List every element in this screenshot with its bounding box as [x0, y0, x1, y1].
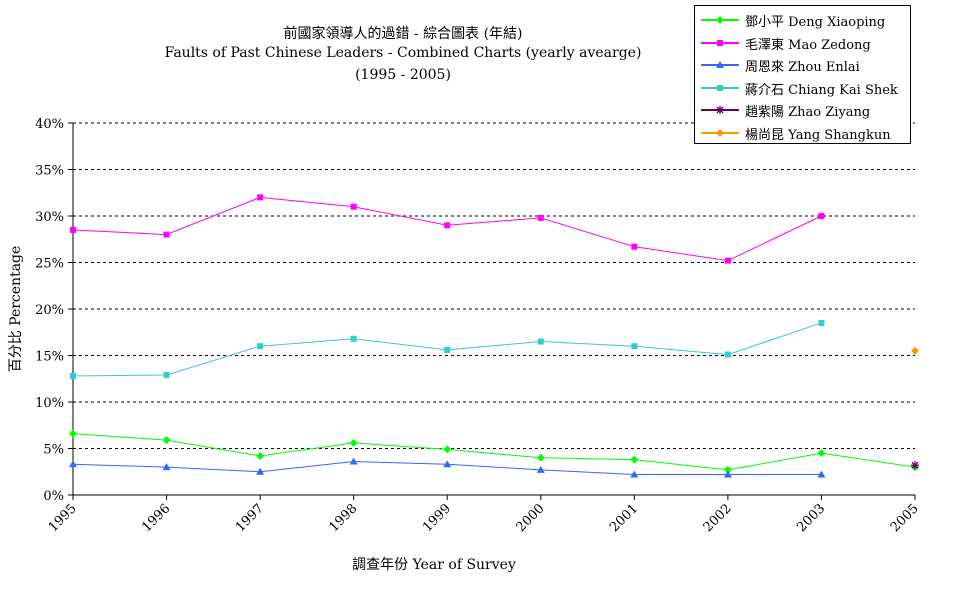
series-3-point — [257, 343, 264, 350]
legend-item: 毛澤東 Mao Zedong — [695, 32, 910, 54]
y-tick-label: 35% — [35, 164, 64, 179]
series-3-point — [163, 372, 170, 379]
series-3-point — [350, 335, 357, 342]
series-0-point — [69, 429, 77, 438]
x-axis-label: 調查年份 Year of Survey — [352, 557, 516, 573]
series-1-point — [350, 203, 357, 210]
series-1-point — [70, 226, 76, 233]
series-2-point — [162, 463, 171, 471]
series-3-point — [444, 346, 451, 353]
series-3-point — [70, 372, 76, 379]
legend-marker-shape — [716, 61, 724, 68]
y-tick-label: 25% — [35, 257, 64, 272]
legend: 鄧小平 Deng Xiaoping 毛澤東 Mao Zedong 周恩來 Zhou … — [694, 5, 911, 144]
legend-item: 蔣介石 Chiang Kai Shek — [695, 77, 910, 99]
legend-label: 蔣介石 Chiang Kai Shek — [745, 82, 898, 98]
series-0-line — [72, 433, 916, 471]
y-tick-label: 0% — [43, 489, 64, 504]
x-tick-label: 2000 — [514, 501, 548, 535]
x-tick-label: 2005 — [888, 501, 922, 535]
legend-marker-shape — [717, 39, 723, 46]
series-2-point — [349, 457, 358, 465]
y-tick-label: 15% — [35, 350, 64, 365]
series-1-point — [537, 214, 544, 221]
series-0-point — [443, 445, 452, 454]
legend-item: 鄧小平 Deng Xiaoping — [695, 9, 910, 31]
series-1-line — [72, 196, 822, 262]
x-tick-label: 1996 — [139, 501, 173, 535]
x-tick-label: 2001 — [607, 501, 641, 535]
series-3-point — [631, 343, 638, 350]
series-1-point — [163, 231, 170, 238]
legend-marker — [716, 16, 724, 24]
series-0-point — [162, 436, 171, 445]
legend-marker — [716, 128, 724, 137]
series-2-point — [817, 470, 826, 478]
series-0-point — [256, 451, 265, 460]
series-0-point — [817, 449, 826, 458]
series-3-point — [724, 351, 731, 358]
x-tick-label: 1995 — [46, 501, 80, 535]
legend-marker — [716, 106, 724, 114]
series-1-point — [818, 213, 825, 219]
y-tick-label: 5% — [43, 443, 64, 458]
chart-title: 前國家領導人的過錯 - 綜合圖表 (年結) — [283, 26, 523, 42]
x-tick-label: 1997 — [233, 501, 267, 535]
legend-label: 趙紫陽 Zhao Ziyang — [745, 105, 871, 120]
legend-marker-shape — [716, 128, 724, 137]
x-tick-label: 1999 — [420, 501, 454, 535]
legend-marker-shape — [716, 106, 724, 114]
series-3-point — [537, 338, 544, 345]
y-tick-label: 30% — [35, 210, 64, 225]
x-tick-label: 2003 — [794, 501, 828, 535]
series-1-point — [724, 257, 731, 264]
y-tick-label: 10% — [35, 396, 64, 411]
series-2-point — [536, 465, 545, 473]
series-2-point — [723, 470, 732, 478]
series-1-point — [444, 222, 451, 229]
legend-marker-shape — [716, 16, 724, 24]
series-0-point — [723, 465, 732, 474]
y-tick-label: 40% — [35, 117, 64, 132]
series-2-point — [256, 467, 265, 475]
chart-subtitle-years: (1995 - 2005) — [355, 67, 451, 83]
series-0-point — [536, 453, 545, 462]
x-tick-label: 2002 — [701, 501, 735, 535]
legend-label: 楊尚昆 Yang Shangkun — [745, 127, 891, 143]
series-3-point — [818, 319, 825, 326]
series-2-point — [630, 470, 639, 478]
series-0-point — [349, 438, 358, 447]
series-4-point — [911, 461, 919, 470]
x-tick-label: 1998 — [326, 501, 360, 535]
y-axis-label: 百分比 Percentage — [8, 246, 24, 373]
legend-label: 周恩來 Zhou Enlai — [745, 60, 860, 75]
legend-marker — [717, 84, 723, 91]
series-5-point — [911, 346, 919, 355]
series-0-point — [630, 455, 639, 464]
legend-marker-shape — [717, 84, 723, 91]
series-2-point — [69, 460, 77, 468]
series-2-point — [443, 460, 452, 468]
legend-label: 鄧小平 Deng Xiaoping — [745, 15, 886, 30]
chart-subtitle: Faults of Past Chinese Leaders - Combine… — [164, 45, 642, 61]
legend-item: 趙紫陽 Zhao Ziyang — [695, 99, 910, 121]
y-tick-label: 20% — [35, 303, 64, 318]
legend-label: 毛澤東 Mao Zedong — [745, 37, 871, 53]
series-1-point — [257, 194, 264, 201]
legend-marker — [717, 39, 723, 46]
series-1-point — [631, 243, 638, 250]
legend-item: 楊尚昆 Yang Shangkun — [695, 122, 910, 144]
legend-marker — [716, 61, 724, 68]
legend-item: 周恩來 Zhou Enlai — [695, 54, 910, 76]
